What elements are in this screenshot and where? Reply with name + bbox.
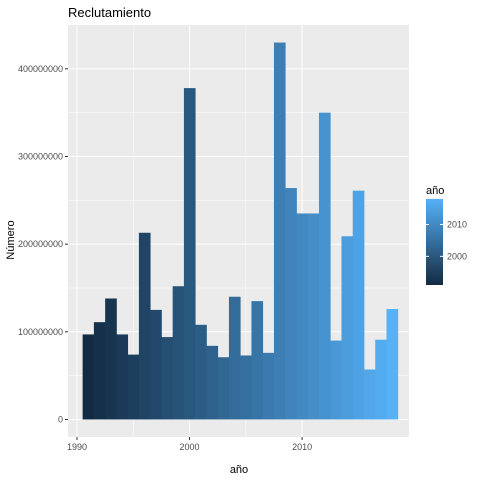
- bar: [105, 298, 117, 420]
- y-tick-label: 400000000: [18, 64, 63, 74]
- bar: [375, 339, 387, 420]
- bar: [307, 213, 320, 420]
- bar: [127, 354, 140, 420]
- bar: [341, 236, 354, 420]
- bar: [330, 340, 342, 420]
- y-tick-label: 300000000: [18, 151, 63, 161]
- bar: [195, 324, 207, 420]
- legend-title: año: [426, 185, 444, 197]
- legend-colorbar: [426, 199, 443, 285]
- bar: [228, 296, 241, 420]
- x-axis-title: año: [230, 464, 248, 476]
- bar: [240, 355, 252, 420]
- bar: [273, 42, 286, 420]
- bar: [116, 334, 129, 420]
- bar: [296, 213, 309, 420]
- y-axis: 0 100000000 200000000 300000000 400000000: [18, 64, 68, 424]
- bar: [172, 286, 185, 420]
- bar: [386, 309, 399, 420]
- x-axis: 1990 2000 2010: [67, 437, 312, 452]
- legend-tick-label: 2000: [447, 251, 467, 261]
- bar: [318, 112, 331, 420]
- bar: [161, 337, 174, 420]
- legend-tick-label: 2010: [447, 219, 467, 229]
- x-tick-label: 1990: [67, 442, 87, 452]
- chart-title: Reclutamiento: [68, 5, 151, 20]
- bar: [183, 88, 196, 420]
- bar: [352, 190, 365, 420]
- bar: [82, 334, 95, 420]
- bar: [206, 345, 219, 420]
- y-tick-label: 0: [58, 414, 63, 424]
- bar: [217, 357, 230, 420]
- bar: [150, 309, 162, 420]
- bar: [138, 232, 151, 420]
- y-tick-label: 100000000: [18, 327, 63, 337]
- bars: [82, 42, 399, 420]
- legend-ticks: 2000 2010: [426, 219, 467, 261]
- y-axis-title: Número: [5, 220, 17, 259]
- bar: [363, 369, 376, 420]
- x-tick-label: 2000: [180, 442, 200, 452]
- bar: [251, 301, 264, 420]
- bar: [93, 322, 106, 420]
- bar: [262, 352, 275, 420]
- bar: [285, 188, 297, 420]
- y-tick-label: 200000000: [18, 239, 63, 249]
- legend: año 2000 2010: [426, 185, 467, 285]
- x-tick-label: 2010: [292, 442, 312, 452]
